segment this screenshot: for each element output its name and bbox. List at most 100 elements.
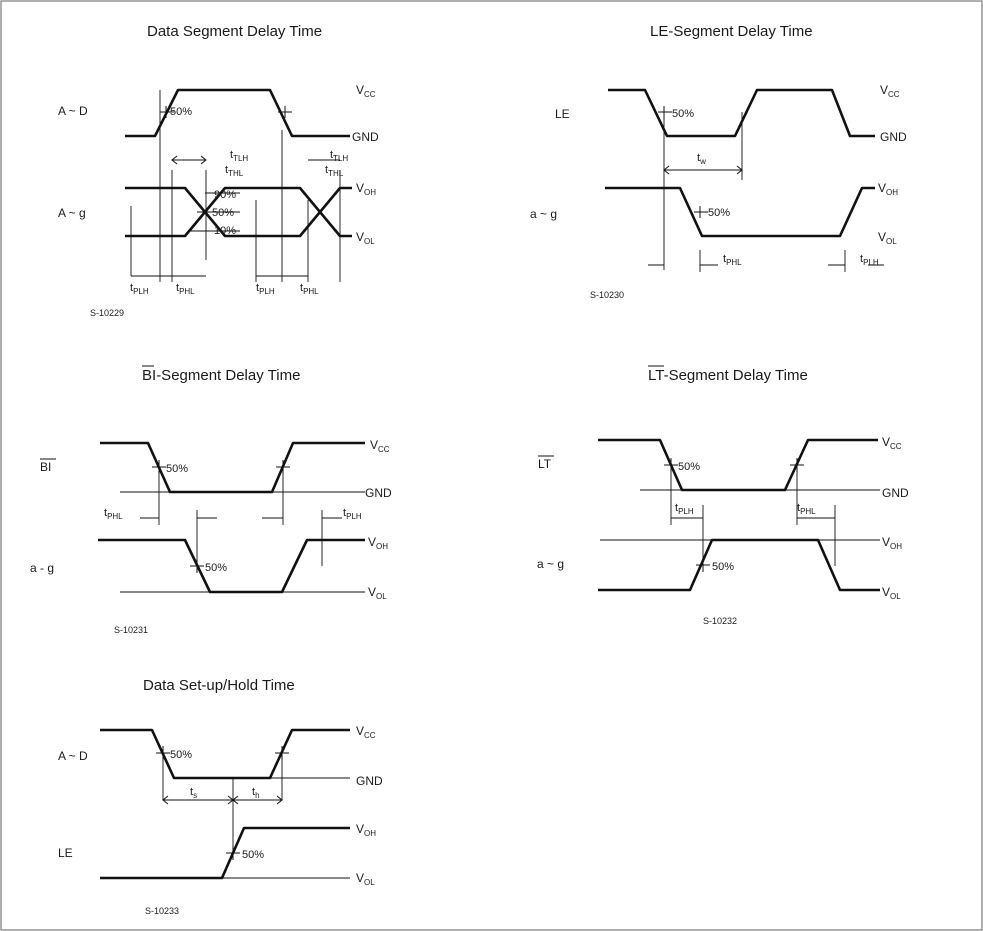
svg-text:tPHL: tPHL bbox=[300, 282, 319, 296]
figure-code: S-10233 bbox=[145, 906, 179, 916]
voh-label: VOH bbox=[356, 822, 376, 838]
gnd-label: GND bbox=[880, 130, 907, 144]
panel-title: Data Segment Delay Time bbox=[147, 23, 322, 40]
panel-setup-hold: Data Set-up/Hold Time A ~ D LE VCC GND 5… bbox=[58, 677, 383, 916]
vol-label: VOL bbox=[356, 871, 375, 887]
svg-text:tPLH: tPLH bbox=[675, 502, 694, 516]
input-label: LT bbox=[538, 457, 552, 471]
input-50-tick bbox=[160, 106, 174, 118]
gnd-label: GND bbox=[356, 774, 383, 788]
output-50-tick bbox=[694, 206, 708, 218]
tphl-label: tPHL bbox=[797, 502, 816, 516]
vcc-label: VCC bbox=[370, 438, 390, 454]
panel-title: Data Set-up/Hold Time bbox=[143, 677, 295, 694]
figure-code: S-10231 bbox=[114, 625, 148, 635]
svg-text:tTHL: tTHL bbox=[225, 164, 244, 178]
vertical-ref-lines bbox=[130, 90, 341, 282]
output-waveform-high-low bbox=[125, 186, 352, 238]
svg-text:tTLH: tTLH bbox=[330, 149, 348, 163]
panel-bi-segment: BI-Segment Delay Time BI a - g VCC GND 5… bbox=[30, 365, 392, 635]
svg-text:VOL: VOL bbox=[356, 871, 375, 887]
output-label: LE bbox=[58, 846, 73, 860]
vcc-label: VCC bbox=[356, 83, 376, 99]
svg-text:th: th bbox=[252, 786, 260, 800]
pct-50-label-output: 50% bbox=[712, 561, 734, 573]
vol-label: VOL bbox=[882, 585, 901, 601]
input-waveform bbox=[100, 728, 350, 780]
input-waveform bbox=[598, 438, 878, 492]
gnd-label: GND bbox=[352, 130, 379, 144]
ttlh-label-1: tTLH bbox=[230, 149, 248, 163]
input-waveform bbox=[125, 88, 350, 138]
voh-label: VOH bbox=[356, 181, 376, 197]
voh-label: VOH bbox=[368, 535, 388, 551]
svg-text:tPHL: tPHL bbox=[723, 253, 742, 267]
gnd-label: GND bbox=[882, 486, 909, 500]
svg-text:tPLH: tPLH bbox=[130, 282, 149, 296]
output-label: a ~ g bbox=[537, 557, 564, 571]
tplh-label: tPLH bbox=[343, 507, 362, 521]
svg-text:VOH: VOH bbox=[356, 822, 376, 838]
input-label: BI bbox=[40, 460, 51, 474]
svg-text:VCC: VCC bbox=[356, 83, 376, 99]
vcc-label: VCC bbox=[880, 83, 900, 99]
reference-lines bbox=[162, 756, 350, 879]
figure-code: S-10232 bbox=[703, 616, 737, 626]
svg-text:VOL: VOL bbox=[356, 230, 375, 246]
svg-text:VOL: VOL bbox=[878, 230, 897, 246]
panel-lt-segment: LT-Segment Delay Time LT a ~ g VCC GND 5… bbox=[537, 365, 909, 626]
pct-50-label-output: 50% bbox=[708, 207, 730, 219]
pct-90-label: 90% bbox=[214, 189, 236, 201]
input-50-tick-2 bbox=[278, 106, 292, 118]
figure-code: S-10230 bbox=[590, 290, 624, 300]
tw-label: tw bbox=[697, 152, 706, 166]
tplh-label: tPLH bbox=[675, 502, 694, 516]
panel-title: BI-Segment Delay Time bbox=[142, 367, 300, 384]
pct-50-label: 50% bbox=[170, 106, 192, 118]
vcc-label: VCC bbox=[356, 724, 376, 740]
svg-text:tTHL: tTHL bbox=[325, 164, 344, 178]
vol-label: VOL bbox=[356, 230, 375, 246]
output-waveform bbox=[605, 186, 875, 238]
input-label: A ~ D bbox=[58, 104, 88, 118]
pct-50-label: 50% bbox=[672, 108, 694, 120]
svg-text:ts: ts bbox=[190, 786, 197, 800]
svg-text:VCC: VCC bbox=[882, 435, 902, 451]
tplh-label-2: tPLH bbox=[256, 282, 275, 296]
input-label: A ~ D bbox=[58, 749, 88, 763]
tthl-label-1: tTHL bbox=[225, 164, 244, 178]
svg-text:VCC: VCC bbox=[880, 83, 900, 99]
output-label: a - g bbox=[30, 561, 54, 575]
ts-th-arrows bbox=[162, 795, 283, 805]
svg-text:VOH: VOH bbox=[356, 181, 376, 197]
svg-text:tPLH: tPLH bbox=[860, 253, 879, 267]
output-waveform bbox=[100, 826, 350, 880]
vcc-label: VCC bbox=[882, 435, 902, 451]
input-50-tick bbox=[658, 106, 672, 120]
pct-50-label: 50% bbox=[678, 461, 700, 473]
panel-le-segment: LE-Segment Delay Time LE a ~ g VCC GND 5… bbox=[530, 23, 907, 300]
panel-data-segment: Data Segment Delay Time A ~ D A ~ g VCC … bbox=[58, 23, 379, 318]
vol-label: VOL bbox=[368, 585, 387, 601]
output-waveform-low-high bbox=[125, 186, 352, 238]
vol-label: VOL bbox=[878, 230, 897, 246]
svg-text:tPHL: tPHL bbox=[104, 507, 123, 521]
svg-text:tPHL: tPHL bbox=[176, 282, 195, 296]
pct-50-label: 50% bbox=[166, 463, 188, 475]
svg-text:VCC: VCC bbox=[356, 724, 376, 740]
pct-50-label-output: 50% bbox=[212, 207, 234, 219]
voh-label: VOH bbox=[878, 181, 898, 197]
svg-text:VCC: VCC bbox=[370, 438, 390, 454]
input-waveform bbox=[100, 441, 365, 494]
input-waveform bbox=[608, 88, 875, 138]
input-label: LE bbox=[555, 107, 570, 121]
output-label: A ~ g bbox=[58, 206, 86, 220]
th-label: th bbox=[252, 786, 260, 800]
tphl-label-1: tPHL bbox=[176, 282, 195, 296]
output-waveform bbox=[598, 538, 880, 592]
tphl-label: tPHL bbox=[104, 507, 123, 521]
svg-text:tPLH: tPLH bbox=[343, 507, 362, 521]
svg-text:VOL: VOL bbox=[368, 585, 387, 601]
pct-50-label: 50% bbox=[170, 749, 192, 761]
